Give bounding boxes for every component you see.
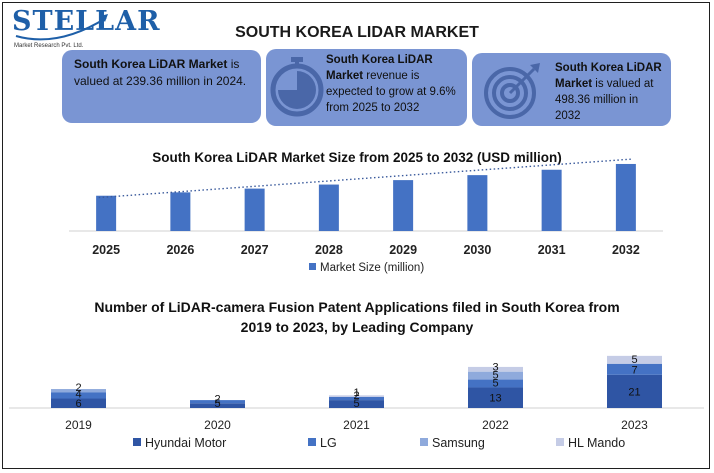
legend-swatch <box>133 438 141 446</box>
data-label: 3 <box>492 362 498 374</box>
bar-segment-2021 <box>329 395 384 397</box>
bar-2028 <box>318 184 339 231</box>
card-bold-text: South Korea LiDAR Market <box>74 57 228 71</box>
patent-chart-title-text: Number of LiDAR-camera Fusion Patent App… <box>94 299 620 335</box>
x-tick-label: 2022 <box>482 418 509 432</box>
stat-card-valuation-2024: South Korea LiDAR Market is valued at 23… <box>62 50 261 123</box>
bar-segment-2020 <box>190 403 245 408</box>
x-tick-label: 2026 <box>166 243 194 257</box>
bar-segment-2019 <box>51 398 106 408</box>
bar-2030 <box>467 175 488 231</box>
logo-text: STELLAR <box>12 6 161 37</box>
page-title: SOUTH KOREA LIDAR MARKET <box>235 24 479 41</box>
card-text-block: South Korea LiDAR Market is valued at 49… <box>555 60 665 124</box>
data-label: 5 <box>492 377 498 389</box>
data-label: 7 <box>631 364 637 376</box>
card-text: revenue is expected to grow at 9.6% from… <box>326 70 456 114</box>
stat-card-valuation-2032: South Korea LiDAR Market is valued at 49… <box>472 53 671 126</box>
x-tick-label: 2027 <box>241 243 269 257</box>
bar-segment-2023 <box>607 374 662 408</box>
data-label: 2 <box>214 393 220 405</box>
data-label: 5 <box>492 370 498 382</box>
x-tick-label: 2023 <box>621 418 648 432</box>
market-size-chart-title: South Korea LiDAR Market Size from 2025 … <box>152 150 562 165</box>
bar-segment-2021 <box>329 396 384 401</box>
bar-2026 <box>170 192 191 231</box>
data-label: 6 <box>75 398 81 410</box>
bar-2032 <box>615 163 636 231</box>
bar-2029 <box>393 180 414 231</box>
x-tick-label: 2019 <box>65 418 92 432</box>
logo: STELLAR Market Research Pvt. Ltd. <box>8 6 160 54</box>
x-tick-label: 2029 <box>389 243 417 257</box>
bar-segment-2022 <box>468 387 523 408</box>
legend-swatch <box>308 438 316 446</box>
legend-swatch <box>556 438 564 446</box>
bar-segment-2021 <box>329 400 384 408</box>
bar-segment-2022 <box>468 379 523 388</box>
data-label: 21 <box>628 386 640 398</box>
card-bold-text: South Korea LiDAR Market <box>555 62 662 90</box>
x-tick-label: 2021 <box>343 418 370 432</box>
target-icon <box>484 63 540 119</box>
card-text: is valued at 498.36 million in 2032 <box>555 78 654 122</box>
data-label: 13 <box>489 393 501 405</box>
data-label: 4 <box>75 389 81 401</box>
x-tick-label: 2031 <box>538 243 566 257</box>
logo-swoosh-icon <box>15 14 108 41</box>
bar-2025 <box>96 195 117 231</box>
x-tick-label: 2032 <box>612 243 640 257</box>
bar-segment-2022 <box>468 371 523 380</box>
legend-label: Hyundai Motor <box>145 436 226 450</box>
legend-swatch <box>309 263 316 270</box>
bar-segment-2023 <box>607 363 662 375</box>
bar-segment-2020 <box>190 400 245 404</box>
x-tick-label: 2025 <box>92 243 120 257</box>
bar-segment-2019 <box>51 392 106 399</box>
legend-label: LG <box>320 436 337 450</box>
card-bold-text: South Korea LiDAR Market <box>326 54 433 82</box>
patent-chart-title: Number of LiDAR-camera Fusion Patent App… <box>0 297 714 337</box>
bar-2027 <box>244 188 265 231</box>
logo-subtitle: Market Research Pvt. Ltd. <box>14 43 84 49</box>
stopwatch-icon <box>270 57 324 117</box>
data-label: 5 <box>631 354 637 366</box>
bar-segment-2022 <box>468 366 523 372</box>
legend-label: Market Size (million) <box>320 262 424 274</box>
x-tick-label: 2030 <box>463 243 491 257</box>
legend-label: HL Mando <box>568 436 625 450</box>
stat-card-growth-rate: South Korea LiDAR Market revenue is expe… <box>266 49 467 126</box>
bar-segment-2019 <box>51 389 106 393</box>
data-label: 5 <box>214 398 220 410</box>
x-tick-label: 2028 <box>315 243 343 257</box>
bar-segment-2023 <box>607 355 662 364</box>
legend-label: Samsung <box>432 436 485 450</box>
card-text: is valued at 239.36 million in 2024. <box>74 57 247 88</box>
x-tick-label: 2020 <box>204 418 231 432</box>
infographic-frame <box>2 2 710 469</box>
data-label: 5 <box>353 398 359 410</box>
data-label: 1 <box>353 387 359 399</box>
bar-2031 <box>541 169 562 231</box>
trendline <box>98 158 634 199</box>
card-text-block: South Korea LiDAR Market revenue is expe… <box>326 52 461 116</box>
legend-swatch <box>420 438 428 446</box>
data-label: 2 <box>75 382 81 394</box>
data-label: 2 <box>353 390 359 402</box>
